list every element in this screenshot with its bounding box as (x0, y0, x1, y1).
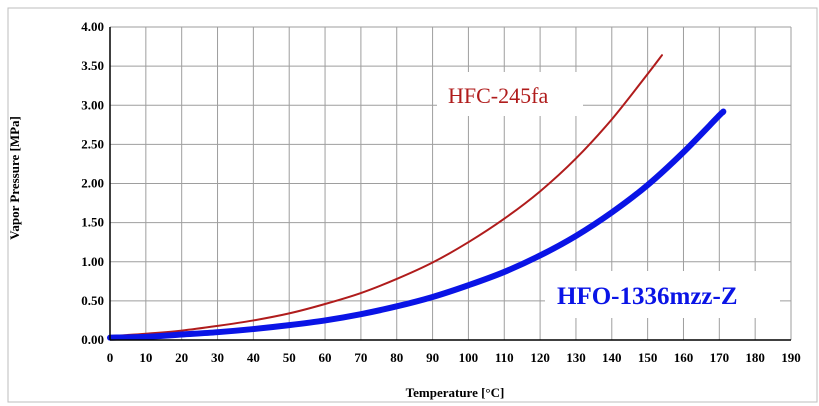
y-tick-label: 4.00 (81, 19, 104, 34)
x-tick-label: 10 (139, 350, 152, 365)
series-line-hfo1336mzzz (107, 108, 727, 341)
x-tick-label: 20 (175, 350, 188, 365)
y-tick-label: 2.50 (81, 136, 104, 151)
series-label-box-hfc245fa (437, 72, 583, 116)
x-tick-label: 80 (390, 350, 403, 365)
x-tick-label: 50 (283, 350, 296, 365)
axes: 0 10 20 30 40 50 60 70 80 90 100 110 120 130 140 150 160… (81, 19, 801, 365)
x-tick-label: 30 (211, 350, 224, 365)
series-label-hfc245fa: HFC-245fa (448, 83, 548, 108)
x-tick-label: 120 (530, 350, 550, 365)
x-axis-label: Temperature [°C] (406, 385, 505, 400)
y-tick-label: 1.50 (81, 215, 104, 230)
x-tick-label: 90 (426, 350, 439, 365)
y-tick-label: 1.00 (81, 254, 104, 269)
x-tick-label: 0 (107, 350, 114, 365)
x-tick-label: 110 (495, 350, 514, 365)
x-tick-label: 180 (745, 350, 765, 365)
series-label-box-hfo1336mzzz (545, 271, 780, 318)
x-tick-label: 130 (566, 350, 586, 365)
series-group (107, 54, 727, 341)
series-line-hfc245fa (109, 54, 663, 338)
x-tick-label: 190 (781, 350, 801, 365)
x-tick-label: 60 (319, 350, 332, 365)
x-tick-label: 170 (710, 350, 730, 365)
y-tick-label: 0.50 (81, 293, 104, 308)
y-axis-label: Vapor Pressure [MPa] (7, 116, 22, 240)
series-label-hfo1336mzzz: HFO-1336mzz-Z (557, 283, 738, 310)
x-tick-label: 160 (674, 350, 694, 365)
y-tick-label: 2.00 (81, 176, 104, 191)
x-tick-label: 40 (247, 350, 260, 365)
plot-frame (7, 7, 818, 403)
y-tick-label: 0.00 (81, 332, 104, 347)
x-tick-label: 70 (354, 350, 367, 365)
x-tick-label: 140 (602, 350, 622, 365)
x-tick-label: 150 (638, 350, 658, 365)
y-tick-label: 3.50 (81, 58, 104, 73)
x-tick-label: 100 (459, 350, 479, 365)
y-tick-label: 3.00 (81, 97, 104, 112)
